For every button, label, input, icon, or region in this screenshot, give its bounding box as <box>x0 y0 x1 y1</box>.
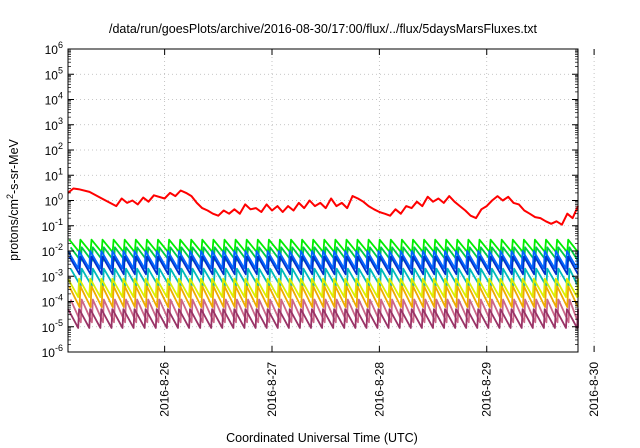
y-tick-label-exponent: -6 <box>55 343 63 353</box>
y-axis-label-post: -s-sr-MeV <box>7 138 21 194</box>
x-tick-label: 2016-8-29 <box>480 362 494 417</box>
x-axis: 2016-8-26 2016-8-27 2016-8-28 2016-8-29 2016… <box>158 49 601 417</box>
y-tick-label-exponent: -2 <box>55 242 63 252</box>
y-tick-label: 10-4 <box>42 293 63 310</box>
y-tick-label-exponent: 4 <box>58 91 63 101</box>
y-tick-label: 10-3 <box>42 267 63 284</box>
y-axis: 10-610-510-410-310-210-11001011021031041… <box>42 40 578 360</box>
x-tick-label: 2016-8-30 <box>587 362 601 417</box>
y-tick-label-base: 10 <box>45 169 59 183</box>
y-tick-label: 104 <box>45 91 63 108</box>
y-tick-label: 100 <box>45 192 63 209</box>
y-tick-label-base: 10 <box>45 43 59 57</box>
x-tick-label: 2016-8-27 <box>265 362 279 417</box>
y-tick-label-base: 10 <box>42 270 56 284</box>
series-line <box>67 308 579 329</box>
y-tick-label: 106 <box>45 40 63 57</box>
x-axis-label: Coordinated Universal Time (UTC) <box>226 431 418 445</box>
series-line <box>68 255 579 276</box>
y-tick-label-base: 10 <box>42 245 56 259</box>
series-line <box>68 285 579 308</box>
y-tick-label: 10-6 <box>42 343 63 360</box>
series-line <box>67 277 579 298</box>
x-tick-label: 2016-8-26 <box>158 362 172 417</box>
y-tick-label: 102 <box>45 141 63 158</box>
y-tick-label-exponent: -5 <box>55 318 63 328</box>
y-axis-label-sup: 2 <box>5 194 15 199</box>
y-tick-label-base: 10 <box>42 296 56 310</box>
y-tick-label-exponent: 5 <box>58 65 63 75</box>
y-tick-label-base: 10 <box>45 144 59 158</box>
series-group <box>67 187 579 329</box>
y-tick-label-exponent: 2 <box>58 141 63 151</box>
y-tick-label: 101 <box>45 166 63 183</box>
y-tick-label-exponent: -3 <box>55 267 63 277</box>
chart-title: /data/run/goesPlots/archive/2016-08-30/1… <box>109 22 538 36</box>
y-tick-label: 103 <box>45 116 63 133</box>
y-tick-label-base: 10 <box>45 68 59 82</box>
x-tick-label: 2016-8-28 <box>372 362 386 417</box>
y-tick-label: 10-2 <box>42 242 63 259</box>
y-tick-label-base: 10 <box>42 220 56 234</box>
series-line <box>68 238 579 254</box>
y-axis-label-pre: protons/cm <box>7 199 21 261</box>
y-tick-label-exponent: -4 <box>55 293 63 303</box>
y-tick-label: 10-1 <box>42 217 63 234</box>
series-line <box>67 250 579 270</box>
series-line <box>69 298 579 324</box>
y-tick-label-exponent: 0 <box>58 192 63 202</box>
series-line <box>67 187 579 226</box>
y-tick-label-base: 10 <box>42 346 56 360</box>
y-tick-label-exponent: -1 <box>55 217 63 227</box>
y-tick-label-base: 10 <box>45 195 59 209</box>
y-tick-label: 105 <box>45 65 63 82</box>
y-tick-label: 10-5 <box>42 318 63 335</box>
y-tick-label-exponent: 6 <box>58 40 63 50</box>
y-axis-label: protons/cm2-s-sr-MeV <box>5 138 21 260</box>
y-tick-label-base: 10 <box>45 119 59 133</box>
y-tick-label-exponent: 1 <box>58 166 63 176</box>
y-tick-label-base: 10 <box>45 94 59 108</box>
y-tick-label-exponent: 3 <box>58 116 63 126</box>
y-tick-label-base: 10 <box>42 321 56 335</box>
